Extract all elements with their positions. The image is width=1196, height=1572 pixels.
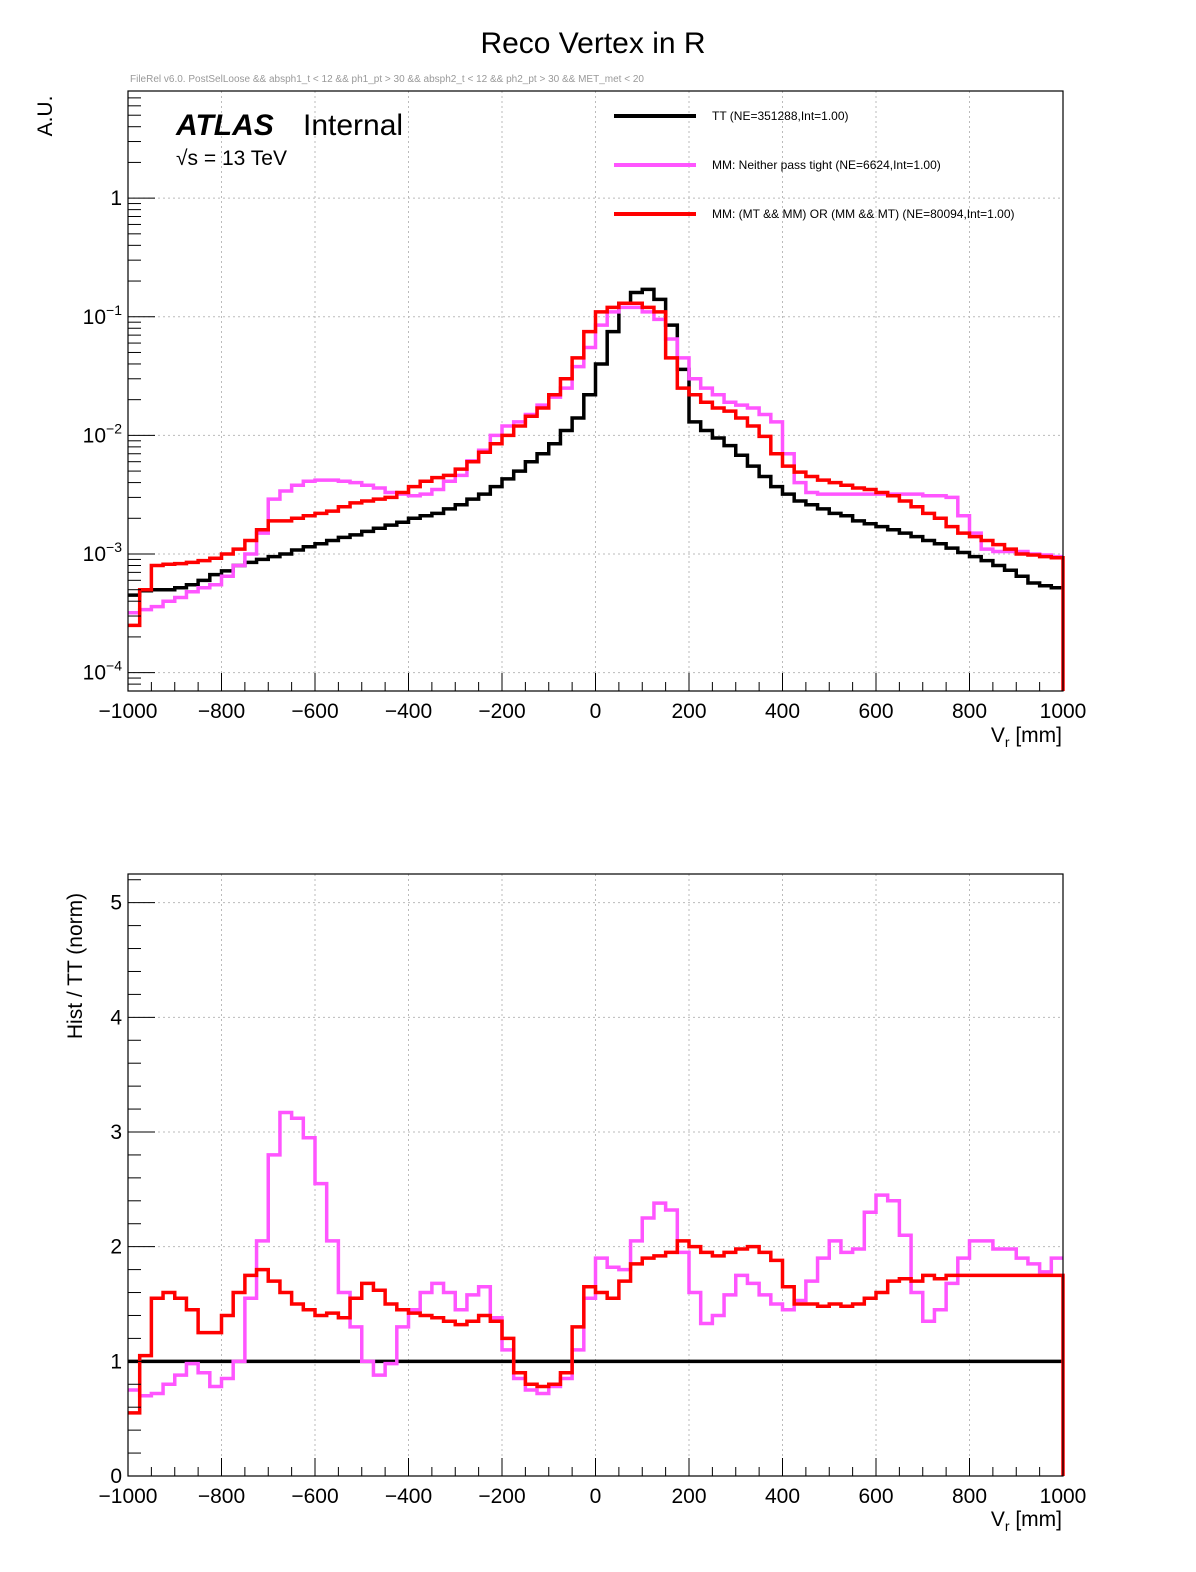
- top-x-tick-label: 0: [590, 700, 602, 723]
- top-x-tick-label: 800: [952, 700, 987, 723]
- top-x-tick-label: −1000: [99, 700, 158, 723]
- top-y-tick-label: 10−4: [83, 658, 123, 685]
- top-series-group: [128, 287, 1065, 691]
- bottom-x-tick-label: 800: [952, 1485, 987, 1508]
- atlas-label: ATLAS: [175, 109, 274, 142]
- bottom-y-tick-label: 3: [110, 1121, 122, 1144]
- atlas-internal-label: Internal: [303, 109, 403, 142]
- chart-subtitle: FileRel v6.0. PostSelLoose && absph1_t <…: [130, 74, 644, 85]
- top-series-line-2: [128, 301, 1065, 691]
- bottom-y-axis-title: Hist / TT (norm): [64, 893, 87, 1039]
- top-x-tick-label: −400: [385, 700, 432, 723]
- energy-label: √s = 13 TeV: [176, 147, 287, 170]
- top-y-tick-label: 10−2: [83, 420, 123, 447]
- chart-title: Reco Vertex in R: [480, 27, 705, 60]
- bottom-y-tick-label: 5: [110, 892, 122, 915]
- legend: TT (NE=351288,Int=1.00) MM: Neither pass …: [614, 109, 1015, 221]
- top-y-tick-label: 10−1: [83, 302, 123, 329]
- bottom-x-tick-label: −600: [291, 1485, 338, 1508]
- top-axes: −1000 −800 −600 −400 −200 0 200 400 600 800 1000 10…: [83, 97, 1087, 723]
- bottom-y-tick-label: 2: [110, 1236, 122, 1259]
- bottom-x-tick-label: 600: [858, 1485, 893, 1508]
- legend-entry-2: MM: (MT && MM) OR (MM && MT) (NE=80094,I…: [712, 207, 1015, 221]
- top-y-tick-label: 10−3: [83, 539, 123, 566]
- bottom-series-group: [128, 1110, 1065, 1476]
- bottom-y-tick-label: 1: [110, 1350, 122, 1373]
- top-x-tick-label: −200: [478, 700, 525, 723]
- top-x-tick-label: −800: [198, 700, 245, 723]
- legend-entry-0: TT (NE=351288,Int=1.00): [712, 109, 849, 123]
- legend-entry-1: MM: Neither pass tight (NE=6624,Int=1.00…: [712, 158, 941, 172]
- top-x-tick-label: 400: [765, 700, 800, 723]
- bottom-series-line-2: [128, 1239, 1065, 1476]
- top-x-tick-label: −600: [291, 700, 338, 723]
- top-x-tick-label: 200: [671, 700, 706, 723]
- bottom-y-tick-label: 0: [110, 1465, 122, 1488]
- bottom-x-tick-label: 200: [671, 1485, 706, 1508]
- bottom-x-tick-label: −400: [385, 1485, 432, 1508]
- bottom-x-axis-title: Vr [mm]: [991, 1508, 1062, 1534]
- bottom-x-tick-label: 400: [765, 1485, 800, 1508]
- bottom-x-tick-label: −200: [478, 1485, 525, 1508]
- top-y-axis-title: A.U.: [34, 96, 57, 137]
- top-x-tick-label: 1000: [1040, 700, 1087, 723]
- top-series-line-0: [128, 287, 1063, 597]
- bottom-x-tick-label: −1000: [99, 1485, 158, 1508]
- bottom-axes: −1000 −800 −600 −400 −200 0 200 400 600 800 1000 0 1…: [99, 879, 1087, 1508]
- bottom-x-tick-label: 0: [590, 1485, 602, 1508]
- bottom-y-tick-label: 4: [110, 1006, 122, 1029]
- bottom-series-line-1: [128, 1110, 1063, 1398]
- top-y-tick-label: 1: [110, 187, 122, 210]
- top-x-axis-title: Vr [mm]: [991, 724, 1062, 750]
- bottom-x-tick-label: −800: [198, 1485, 245, 1508]
- top-x-tick-label: 600: [858, 700, 893, 723]
- bottom-x-tick-label: 1000: [1040, 1485, 1087, 1508]
